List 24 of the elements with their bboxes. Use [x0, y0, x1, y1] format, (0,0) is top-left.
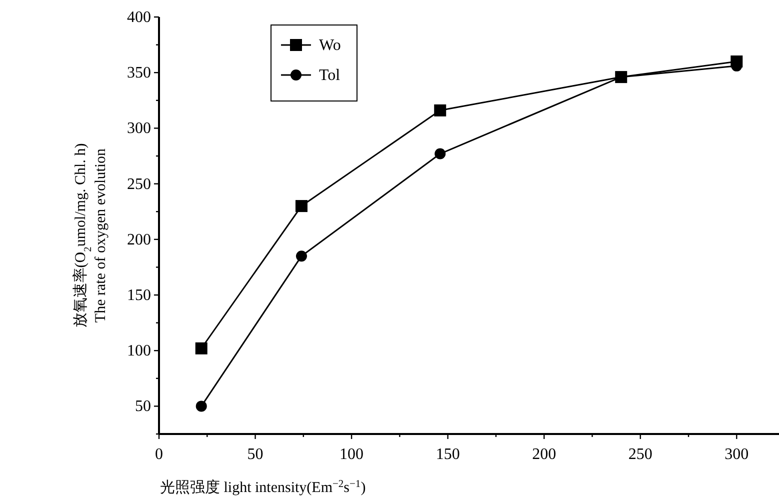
- x-tick-label: 100: [340, 446, 364, 463]
- y-tick-label: 250: [127, 176, 151, 193]
- x-axis-title: 光照强度 light intensity(Em$^{−2}$s$^{−1}$): [160, 478, 366, 496]
- point: [196, 400, 207, 412]
- y-tick-label: 300: [127, 120, 151, 138]
- y-tick-label: 200: [127, 231, 151, 248]
- point: [296, 250, 307, 262]
- y-tick-label: 150: [127, 287, 151, 304]
- point: [295, 200, 308, 212]
- legend-label: Tol: [319, 67, 341, 84]
- x-tick-label: 50: [247, 446, 264, 463]
- y-tick-label: 100: [127, 342, 151, 360]
- point: [434, 148, 446, 160]
- y-tick-label: 350: [127, 64, 151, 82]
- x-tick-label: 250: [628, 446, 652, 463]
- y-tick-label: 400: [127, 9, 151, 26]
- x-tick-label: 150: [436, 446, 460, 463]
- x-tick-label: 200: [532, 446, 556, 463]
- x-tick-label: 0: [155, 446, 163, 463]
- point: [434, 104, 446, 116]
- y-tick-label: 50: [135, 398, 151, 416]
- point: [195, 342, 208, 354]
- legend-label: Wo: [319, 37, 341, 54]
- x-tick-label: 300: [724, 446, 749, 463]
